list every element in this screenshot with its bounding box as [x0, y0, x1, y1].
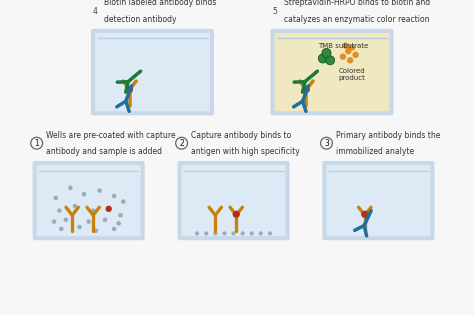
Text: Streptavidin-HRPO binds to biotin and: Streptavidin-HRPO binds to biotin and: [283, 0, 430, 8]
Circle shape: [52, 219, 56, 224]
Text: Biotin labeled antibody binds: Biotin labeled antibody binds: [104, 0, 217, 8]
Circle shape: [213, 231, 218, 236]
Circle shape: [118, 213, 123, 217]
Circle shape: [259, 231, 263, 236]
Circle shape: [268, 231, 272, 236]
Text: Colored
product: Colored product: [338, 68, 365, 81]
Circle shape: [222, 231, 227, 236]
Circle shape: [117, 221, 121, 226]
Circle shape: [347, 57, 353, 63]
FancyBboxPatch shape: [274, 33, 389, 111]
Circle shape: [112, 194, 117, 198]
Text: 2: 2: [179, 139, 184, 148]
Circle shape: [353, 52, 359, 58]
Text: 5: 5: [272, 7, 277, 15]
Circle shape: [231, 231, 236, 236]
Text: catalyzes an enzymatic color reaction: catalyzes an enzymatic color reaction: [283, 15, 429, 24]
Text: 4: 4: [92, 7, 98, 15]
FancyBboxPatch shape: [177, 161, 290, 240]
Circle shape: [240, 231, 245, 236]
Circle shape: [97, 188, 102, 193]
Circle shape: [64, 217, 68, 222]
Circle shape: [340, 54, 346, 60]
Circle shape: [106, 206, 112, 212]
Text: 3: 3: [324, 139, 329, 148]
Circle shape: [326, 56, 335, 65]
Circle shape: [126, 86, 133, 93]
FancyBboxPatch shape: [322, 161, 435, 240]
Circle shape: [103, 217, 107, 222]
Circle shape: [54, 196, 58, 200]
FancyBboxPatch shape: [36, 165, 141, 236]
Text: 2: 2: [179, 139, 184, 148]
FancyBboxPatch shape: [182, 165, 285, 236]
FancyBboxPatch shape: [327, 165, 430, 236]
FancyBboxPatch shape: [95, 33, 210, 111]
Circle shape: [73, 204, 77, 208]
Text: 3: 3: [324, 139, 329, 148]
Text: antibody and sample is added: antibody and sample is added: [46, 147, 162, 156]
Circle shape: [91, 208, 95, 213]
Circle shape: [250, 231, 254, 236]
Circle shape: [112, 226, 117, 231]
Circle shape: [86, 219, 91, 224]
Circle shape: [121, 199, 126, 204]
Text: Capture antibody binds to: Capture antibody binds to: [191, 130, 291, 140]
Circle shape: [342, 43, 349, 49]
FancyBboxPatch shape: [271, 29, 393, 115]
Circle shape: [57, 208, 62, 213]
Circle shape: [59, 226, 64, 231]
Circle shape: [322, 49, 331, 58]
Circle shape: [94, 228, 98, 233]
Text: TMB substrate: TMB substrate: [318, 43, 368, 49]
Circle shape: [349, 44, 355, 51]
Circle shape: [303, 86, 310, 93]
Text: immobilized analyte: immobilized analyte: [336, 147, 414, 156]
Circle shape: [82, 192, 86, 197]
Circle shape: [68, 186, 73, 190]
FancyBboxPatch shape: [33, 161, 145, 240]
Text: detection antibody: detection antibody: [104, 15, 177, 24]
Circle shape: [77, 225, 82, 229]
Circle shape: [204, 231, 208, 236]
Circle shape: [318, 54, 328, 63]
Text: 1: 1: [34, 139, 39, 148]
Text: Wells are pre-coated with capture: Wells are pre-coated with capture: [46, 130, 175, 140]
Circle shape: [361, 211, 368, 218]
Circle shape: [233, 211, 240, 218]
Text: 1: 1: [34, 139, 39, 148]
Text: antigen with high specificity: antigen with high specificity: [191, 147, 300, 156]
FancyBboxPatch shape: [91, 29, 214, 115]
Circle shape: [195, 231, 199, 236]
Circle shape: [345, 48, 352, 54]
Text: Primary antibody binds the: Primary antibody binds the: [336, 130, 440, 140]
